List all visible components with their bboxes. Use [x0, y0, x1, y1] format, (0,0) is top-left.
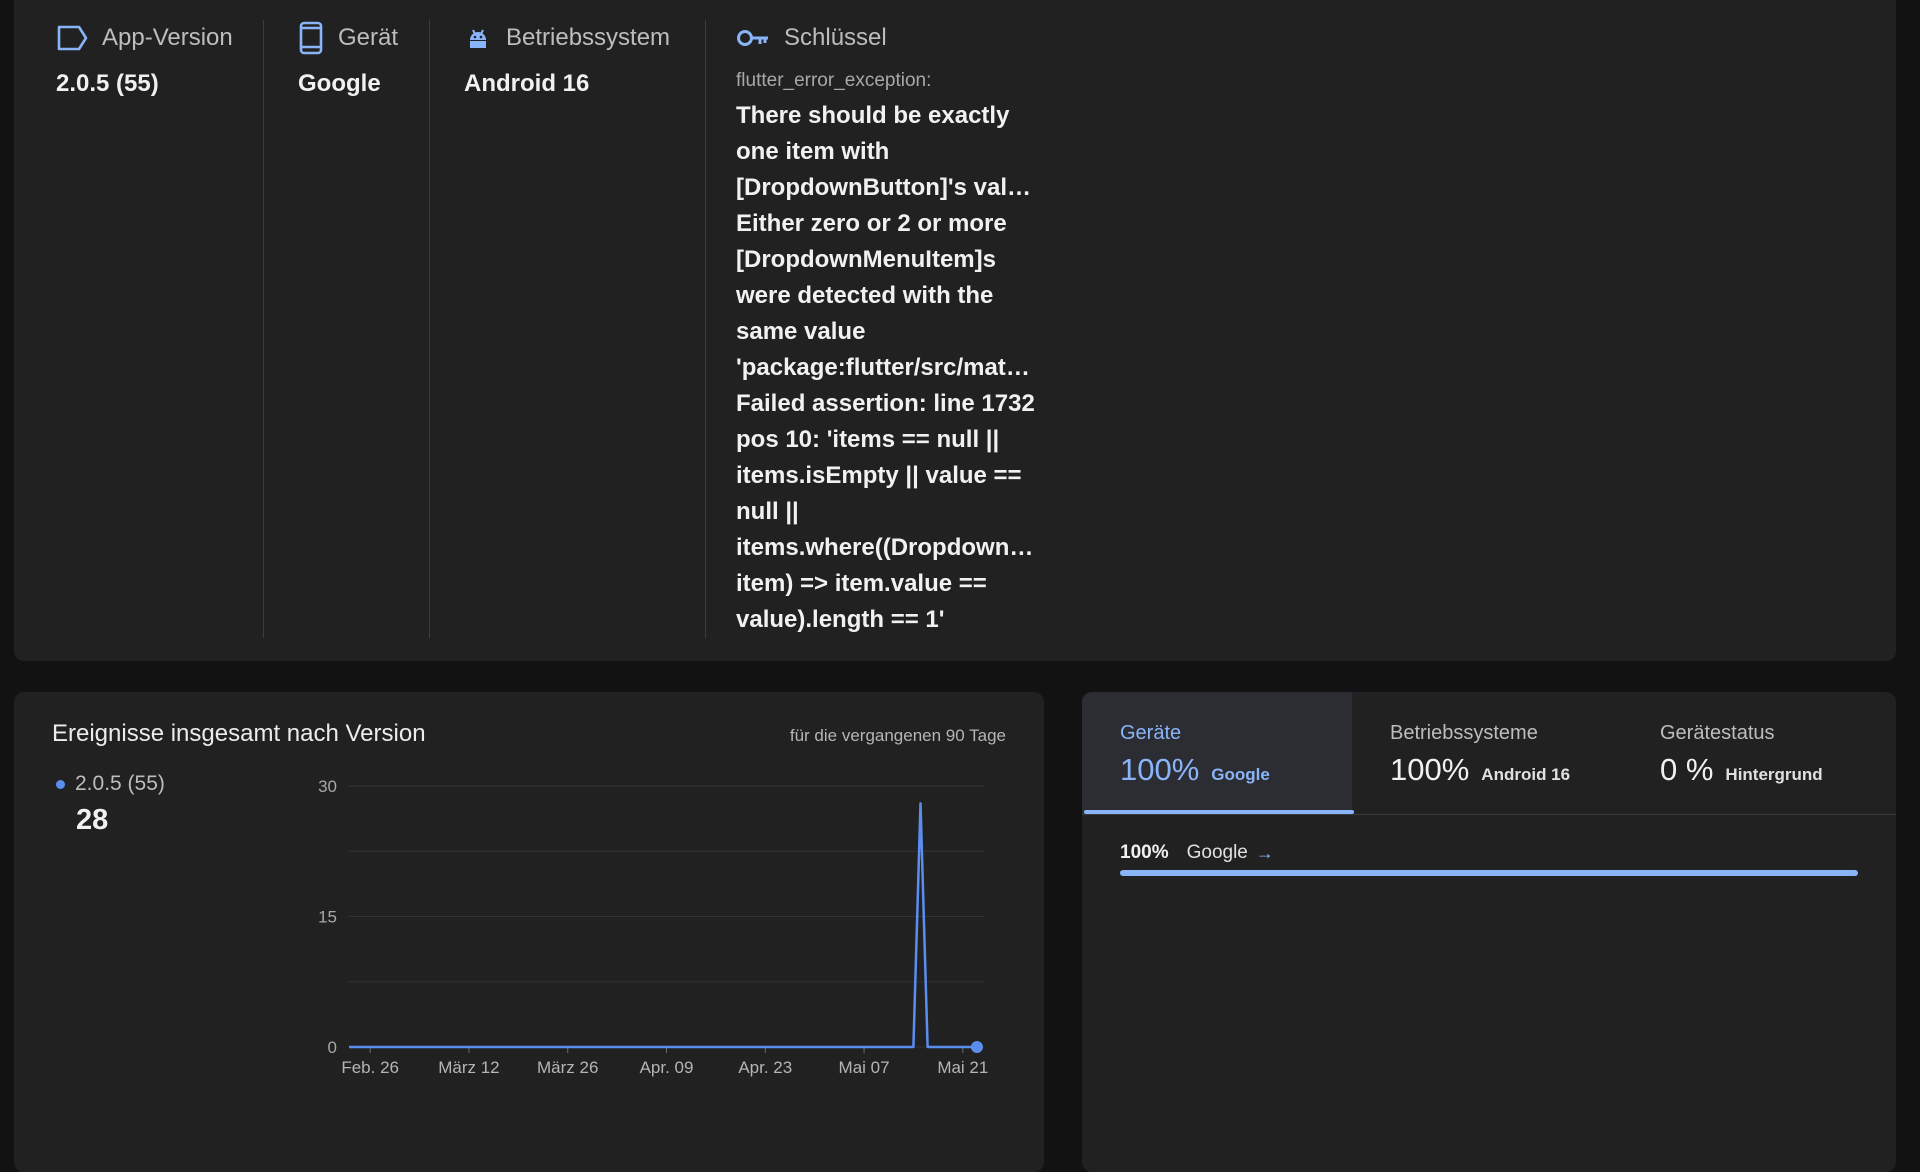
device-value: Google — [298, 70, 381, 97]
y-tick-label: 0 — [328, 1038, 337, 1057]
column-divider — [429, 20, 430, 638]
chart-title: Ereignisse insgesamt nach Version — [52, 720, 426, 747]
distribution-card: Geräte 100% Google Betriebssysteme 100% Andro… — [1082, 692, 1896, 1172]
key-message[interactable]: There should be exactly one item with [Dro… — [736, 98, 1036, 638]
tab-subtitle: Google — [1211, 765, 1270, 784]
app-version-value: 2.0.5 (55) — [56, 70, 159, 97]
device-label: Gerät — [338, 24, 399, 51]
tab-device-status[interactable]: Gerätestatus 0 % Hintergrund — [1622, 692, 1892, 814]
tab-label: Geräte — [1120, 722, 1182, 744]
events-line-chart[interactable]: 0 15 30 Feb. 26 März 12 März 26 Apr. 09 Apr. 23… — [14, 692, 1044, 1172]
android-icon — [464, 26, 492, 50]
events-by-version-card: Ereignisse insgesamt nach Version für di… — [14, 692, 1044, 1172]
key-icon — [736, 27, 770, 49]
breakdown-percent: 100% — [1120, 842, 1169, 863]
column-divider — [263, 20, 264, 638]
key-name: flutter_error_exception: — [736, 70, 932, 91]
key-message-line: pos 10: 'items == null || — [736, 426, 1000, 453]
key-message-line: same value — [736, 318, 866, 345]
active-tab-indicator — [1084, 810, 1354, 814]
tab-label: Betriebssysteme — [1390, 722, 1538, 744]
device-column: Gerät Google — [298, 18, 398, 98]
legend-dot-icon — [56, 779, 65, 789]
chart-period: für die vergangenen 90 Tage — [789, 726, 1006, 745]
issue-metadata-card: App-Version 2.0.5 (55) Gerät Google Betr… — [14, 0, 1896, 661]
tab-subtitle: Android 16 — [1481, 765, 1571, 784]
tab-subtitle: Hintergrund — [1725, 765, 1823, 784]
tab-percent: 100% — [1390, 752, 1470, 787]
x-tick-label: Apr. 23 — [738, 1058, 792, 1077]
key-message-line: Either zero or 2 or more — [736, 210, 1007, 237]
breakdown-bar — [1120, 870, 1858, 876]
tab-devices[interactable]: Geräte 100% Google — [1082, 692, 1352, 814]
x-tick-label: Mai 07 — [839, 1058, 890, 1077]
tab-percent: 0 % — [1660, 752, 1714, 787]
key-message-line: one item with — [736, 138, 890, 165]
breakdown-row[interactable]: 100% Google → — [1120, 842, 1274, 864]
key-message-line: [DropdownMenuItem]s — [736, 246, 996, 273]
key-message-line: [DropdownButton]'s value: . — [736, 174, 1036, 201]
key-message-line: items.isEmpty || value == — [736, 462, 1022, 489]
app-version-column: App-Version 2.0.5 (55) — [56, 18, 233, 98]
x-tick-label: März 12 — [438, 1058, 499, 1077]
y-tick-label: 15 — [318, 908, 337, 927]
breakdown-name[interactable]: Google — [1186, 842, 1248, 863]
key-message-line: null || — [736, 498, 799, 525]
key-message-line: items.where((DropdownM… — [736, 534, 1036, 561]
column-divider — [705, 20, 706, 638]
os-column: Betriebssystem Android 16 — [464, 18, 670, 98]
y-tick-label: 30 — [318, 777, 337, 796]
tab-label: Gerätestatus — [1660, 722, 1775, 744]
key-label: Schlüssel — [784, 24, 887, 51]
chart-legend[interactable]: 2.0.5 (55) 28 — [56, 772, 165, 837]
x-tick-label: Mai 21 — [937, 1058, 988, 1077]
key-message-line: Failed assertion: line 1732 — [736, 390, 1035, 417]
os-value: Android 16 — [464, 70, 590, 97]
key-column: Schlüssel flutter_error_exception: There… — [736, 18, 1036, 638]
tabs-divider — [1082, 814, 1896, 815]
x-tick-label: Feb. 26 — [341, 1058, 399, 1077]
arrow-right-icon[interactable]: → — [1255, 842, 1274, 863]
breakdown-bar-fill — [1120, 870, 1858, 876]
legend-total: 28 — [76, 804, 109, 836]
tab-operating-systems[interactable]: Betriebssysteme 100% Android 16 — [1352, 692, 1622, 814]
series-line — [349, 802, 977, 1049]
key-message-line: 'package:flutter/src/mater… — [736, 354, 1036, 381]
x-tick-label: März 26 — [537, 1058, 598, 1077]
label-tag-icon — [56, 24, 88, 52]
key-message-line: item) => item.value == — [736, 570, 987, 597]
x-tick-label: Apr. 09 — [640, 1058, 694, 1077]
key-message-line: were detected with the — [736, 282, 994, 309]
series-end-point — [970, 1041, 983, 1053]
app-version-label: App-Version — [102, 24, 233, 51]
smartphone-icon — [298, 21, 324, 55]
key-message-line: There should be exactly — [736, 102, 1010, 129]
key-message-line: value).length == 1' — [736, 606, 945, 633]
legend-series-name: 2.0.5 (55) — [75, 772, 165, 795]
os-label: Betriebssystem — [506, 24, 671, 51]
tab-percent: 100% — [1120, 752, 1200, 787]
